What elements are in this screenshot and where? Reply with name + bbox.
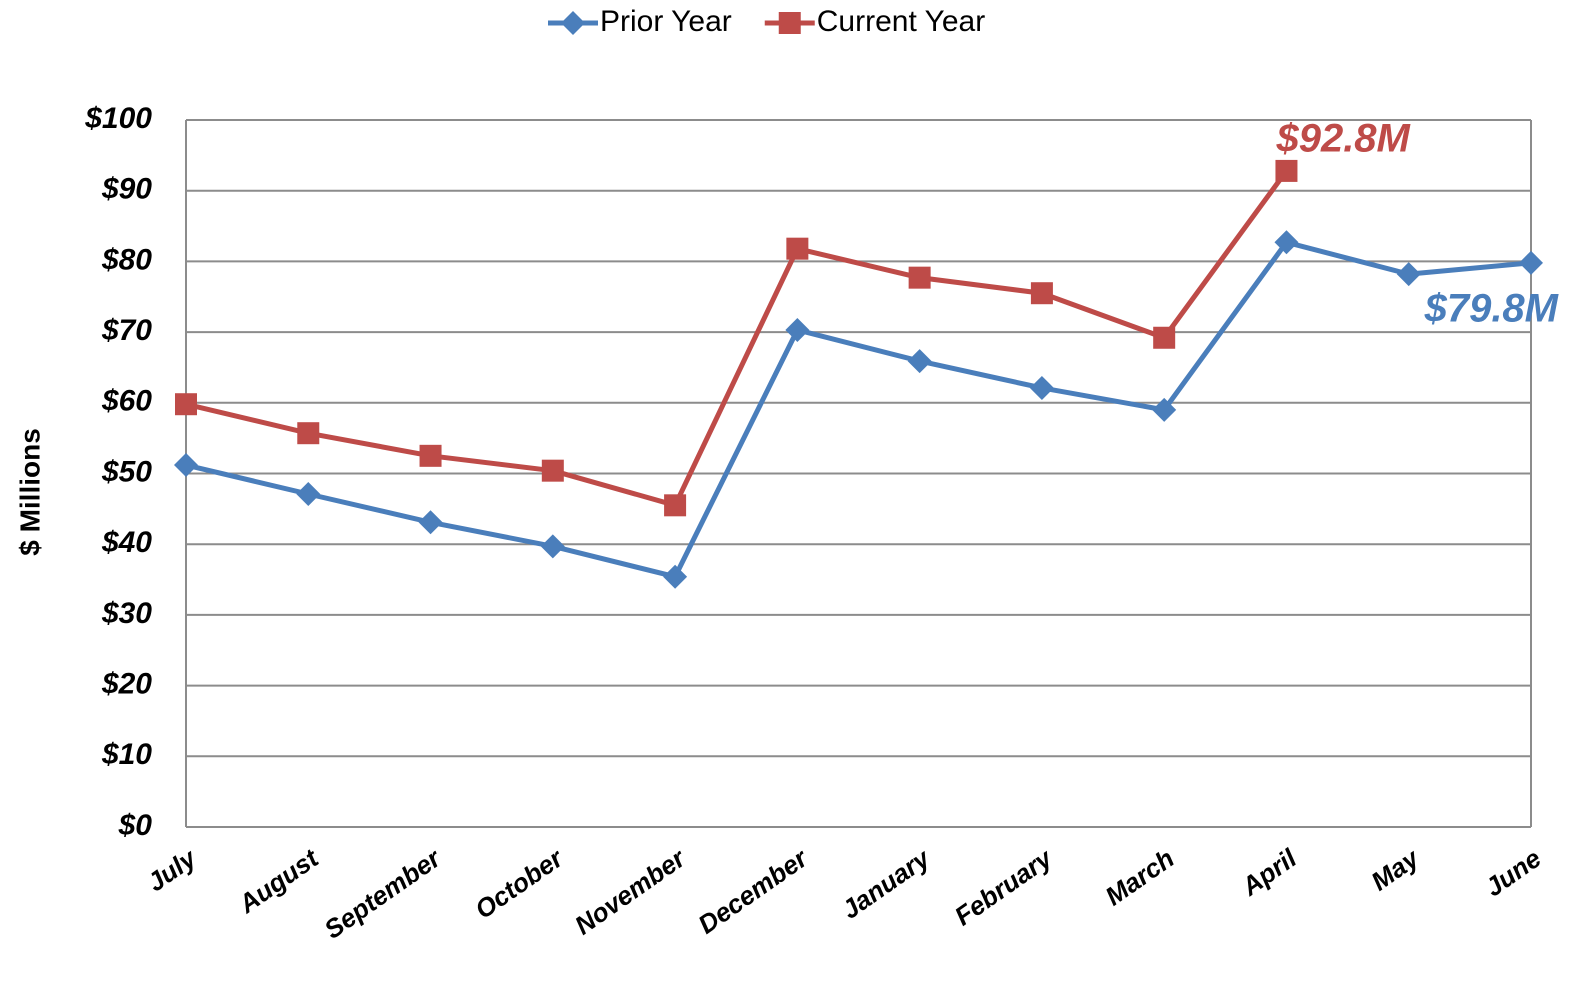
marker <box>1030 282 1053 305</box>
data-label: $92.8M <box>1275 116 1411 160</box>
marker <box>418 510 443 535</box>
marker <box>540 534 565 559</box>
marker <box>785 317 810 342</box>
marker <box>1275 159 1298 182</box>
x-tick-label: February <box>949 842 1059 931</box>
y-tick-label: $80 <box>101 243 152 276</box>
marker <box>786 237 809 260</box>
marker <box>1519 250 1543 275</box>
x-tick-label: August <box>232 842 324 919</box>
marker <box>1029 375 1054 400</box>
marker <box>174 453 198 478</box>
legend-label: Prior Year <box>600 5 732 38</box>
y-tick-label: $50 <box>101 455 152 488</box>
y-tick-label: $100 <box>84 102 152 135</box>
marker <box>908 266 931 289</box>
marker <box>561 11 585 35</box>
x-tick-label: September <box>319 842 448 945</box>
marker <box>778 12 801 34</box>
y-tick-label: $40 <box>101 526 152 559</box>
x-tick-label: January <box>836 842 936 925</box>
y-tick-label: $90 <box>101 173 152 206</box>
legend-label: Current Year <box>817 5 985 38</box>
y-tick-label: $10 <box>101 738 152 771</box>
x-tick-label: November <box>569 842 692 941</box>
x-tick-label: June <box>1479 843 1546 902</box>
marker <box>175 393 197 416</box>
marker <box>663 564 688 589</box>
x-tick-label: March <box>1100 843 1180 911</box>
marker <box>297 422 320 445</box>
data-label: $79.8M <box>1424 286 1560 330</box>
y-tick-label: $20 <box>101 668 152 701</box>
x-tick-label: October <box>469 842 569 925</box>
x-tick-label: July <box>142 842 203 897</box>
y-tick-label: $30 <box>101 597 152 630</box>
marker <box>419 444 442 467</box>
y-tick-label: $60 <box>101 385 152 418</box>
x-tick-label: May <box>1365 842 1425 896</box>
x-tick-label: April <box>1235 843 1302 903</box>
series-line <box>185 169 1289 508</box>
x-tick-label: December <box>693 842 815 940</box>
marker <box>1396 262 1421 287</box>
y-tick-label: $70 <box>101 314 152 347</box>
y-axis-label: $ Millions <box>14 428 45 556</box>
marker <box>907 349 932 374</box>
series-line <box>185 239 1532 580</box>
marker <box>1152 397 1177 422</box>
y-tick-label: $0 <box>118 809 153 842</box>
marker <box>664 494 687 517</box>
marker <box>1274 230 1299 255</box>
marker <box>296 482 321 507</box>
marker <box>541 459 564 482</box>
marker <box>1153 326 1176 349</box>
